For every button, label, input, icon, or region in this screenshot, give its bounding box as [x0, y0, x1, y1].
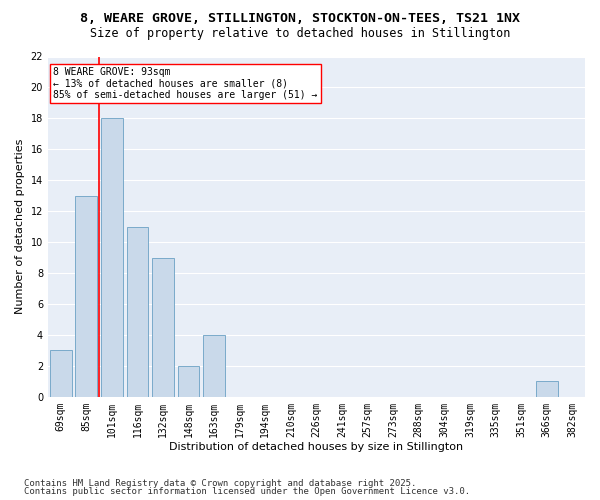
- Text: Contains HM Land Registry data © Crown copyright and database right 2025.: Contains HM Land Registry data © Crown c…: [24, 478, 416, 488]
- Bar: [127, 226, 148, 397]
- Text: Size of property relative to detached houses in Stillington: Size of property relative to detached ho…: [90, 28, 510, 40]
- Text: Contains public sector information licensed under the Open Government Licence v3: Contains public sector information licen…: [24, 487, 470, 496]
- X-axis label: Distribution of detached houses by size in Stillington: Distribution of detached houses by size …: [169, 442, 464, 452]
- Y-axis label: Number of detached properties: Number of detached properties: [15, 139, 25, 314]
- Bar: [101, 118, 123, 397]
- Bar: [536, 382, 557, 397]
- Bar: [203, 335, 225, 397]
- Bar: [152, 258, 174, 397]
- Text: 8, WEARE GROVE, STILLINGTON, STOCKTON-ON-TEES, TS21 1NX: 8, WEARE GROVE, STILLINGTON, STOCKTON-ON…: [80, 12, 520, 26]
- Bar: [50, 350, 71, 397]
- Bar: [76, 196, 97, 397]
- Bar: [178, 366, 199, 397]
- Text: 8 WEARE GROVE: 93sqm
← 13% of detached houses are smaller (8)
85% of semi-detach: 8 WEARE GROVE: 93sqm ← 13% of detached h…: [53, 66, 317, 100]
